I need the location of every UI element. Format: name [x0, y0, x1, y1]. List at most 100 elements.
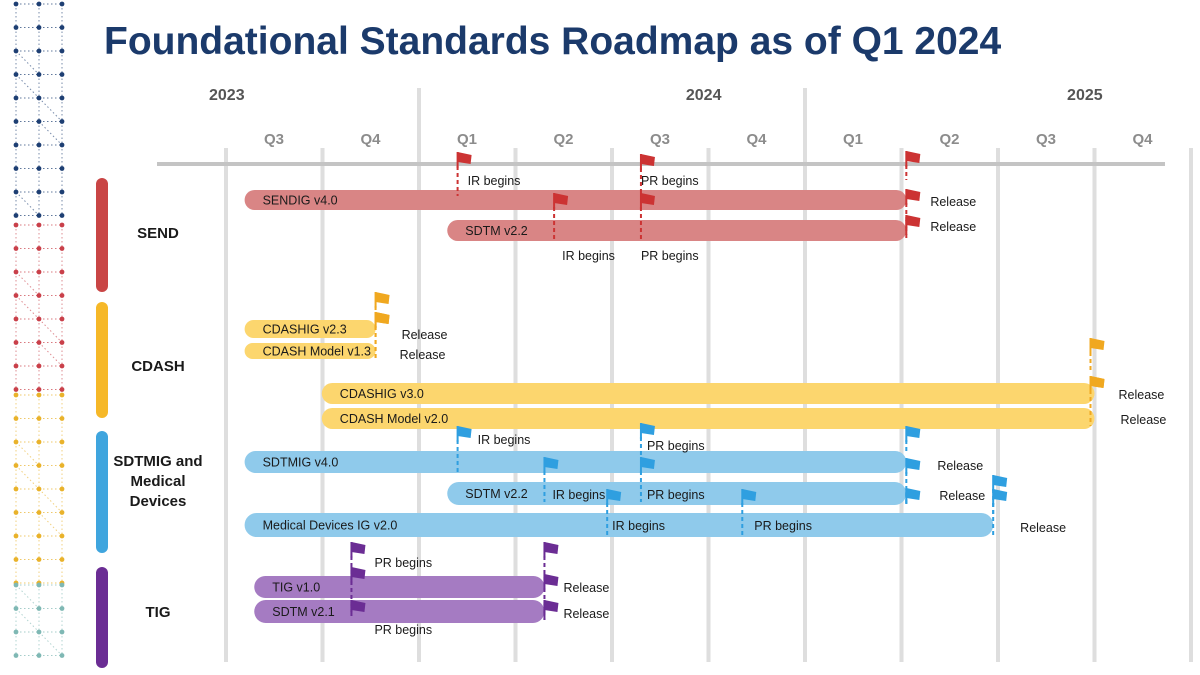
deco-link [38, 342, 63, 367]
deco-link [15, 191, 40, 216]
roadmap-bar [244, 513, 994, 537]
quarter-label: Q2 [939, 131, 959, 148]
group-color-bar [96, 431, 108, 553]
year-label: 2025 [1067, 87, 1103, 104]
roadmap-bar [447, 220, 907, 241]
roadmap-bar [321, 408, 1095, 429]
group-label: CDASH [131, 358, 184, 375]
milestone-label: Release [563, 581, 609, 595]
quarter-label: Q2 [553, 131, 573, 148]
deco-link [15, 441, 40, 466]
milestone-label: Release [563, 607, 609, 621]
milestone-flag-icon [351, 600, 366, 612]
milestone-flag-icon [906, 189, 921, 201]
group-label: SEND [137, 225, 179, 242]
bar-label: SDTMIG v4.0 [263, 456, 339, 470]
milestone-flag-icon [351, 567, 366, 579]
bar-label: Medical Devices IG v2.0 [263, 519, 398, 533]
milestone-label: IR begins [612, 519, 665, 533]
deco-link [38, 318, 63, 343]
milestone-flag-icon [554, 193, 569, 205]
milestone-label: PR begins [641, 174, 699, 188]
bar-label: CDASH Model v1.3 [263, 345, 371, 359]
milestone-label: IR begins [562, 249, 615, 263]
quarter-label: Q3 [264, 131, 284, 148]
quarter-label: Q4 [746, 131, 767, 148]
quarter-label: Q4 [360, 131, 381, 148]
milestone-flag-icon [640, 193, 655, 205]
bar-label: CDASHIG v2.3 [263, 323, 347, 337]
standard-groups: SEND CDASH SDTMIG and Medical Devices TIG [96, 178, 203, 668]
milestone-flag-icon [457, 426, 472, 438]
group-color-bar [96, 302, 108, 418]
milestone-flag-icon [993, 475, 1008, 487]
group-label: SDTMIG and [113, 453, 202, 470]
deco-link [15, 74, 40, 99]
roadmap-bar [254, 600, 545, 623]
deco-link [15, 608, 40, 633]
roadmap-bar [254, 576, 545, 598]
quarter-label: Q3 [650, 131, 670, 148]
grid-lines [224, 88, 1193, 662]
milestone-flag-icon [640, 423, 655, 435]
deco-dot [59, 653, 65, 658]
deco-link [15, 584, 40, 609]
deco-link [38, 631, 63, 656]
milestone-label: PR begins [754, 519, 812, 533]
deco-link [15, 50, 40, 75]
milestone-label: PR begins [647, 439, 705, 453]
milestone-flag-icon [1090, 338, 1105, 350]
milestone-flag-icon [607, 489, 622, 501]
milestone-flag-icon [906, 488, 921, 500]
bar-label: CDASHIG v3.0 [340, 387, 424, 401]
roadmap-bar [244, 320, 376, 338]
quarter-label: Q4 [1132, 131, 1153, 148]
milestone-label: Release [930, 220, 976, 234]
roadmap-bars: SENDIG v4.0 SDTM v2.2 CDASHIG v2.3 CDASH Mo… [244, 190, 1095, 623]
roadmap-bar [244, 451, 907, 473]
milestone-flag-icon [544, 542, 559, 554]
milestone-flag-icon [544, 457, 559, 469]
milestone-flag-icon [544, 574, 559, 586]
milestone-label: Release [939, 489, 985, 503]
bar-label: SDTM v2.2 [465, 224, 528, 238]
roadmap-bar [321, 383, 1095, 404]
deco-dot [59, 387, 65, 392]
quarter-label: Q3 [1036, 131, 1056, 148]
group-label: Medical [130, 473, 185, 490]
milestone-label: IR begins [552, 488, 605, 502]
milestone-flag-icon [1090, 376, 1105, 388]
roadmap-bar [447, 482, 907, 505]
decorative-dot-network [13, 1, 65, 658]
milestone-flag-icon [640, 457, 655, 469]
bar-label: CDASH Model v2.0 [340, 412, 448, 426]
milestone-flag-icon [742, 489, 757, 501]
bar-label: SDTM v2.2 [465, 487, 528, 501]
milestone-label: PR begins [641, 249, 699, 263]
milestone-flag-icon [375, 292, 390, 304]
milestone-flag-icon [906, 215, 921, 227]
milestone-label: Release [1119, 388, 1165, 402]
period-labels: 2023 2024 2025 Q3 Q4 Q1 Q2 Q3 Q4 Q1 Q2 Q3 Q4 [209, 87, 1153, 148]
quarter-label: Q1 [843, 131, 863, 148]
milestone-flag-icon [351, 542, 366, 554]
page-title: Foundational Standards Roadmap as of Q1 … [104, 20, 1002, 63]
milestone-flag-icon [906, 151, 921, 163]
milestone-flag-icon [906, 458, 921, 470]
milestone-label: Release [1020, 521, 1066, 535]
quarter-label: Q1 [457, 131, 477, 148]
milestone-label: PR begins [374, 556, 432, 570]
deco-link [15, 465, 40, 490]
deco-link [15, 295, 40, 320]
milestones: IR begins PR begins Release IR begins PR beg… [350, 151, 1166, 637]
deco-link [38, 97, 63, 122]
deco-link [15, 271, 40, 296]
bar-label: SENDIG v4.0 [263, 194, 338, 208]
group-label: Devices [130, 493, 187, 510]
milestone-label: IR begins [478, 433, 531, 447]
milestone-label: Release [937, 459, 983, 473]
milestone-flag-icon [640, 154, 655, 166]
year-label: 2023 [209, 87, 245, 104]
group-color-bar [96, 178, 108, 292]
milestone-flag-icon [457, 152, 472, 164]
